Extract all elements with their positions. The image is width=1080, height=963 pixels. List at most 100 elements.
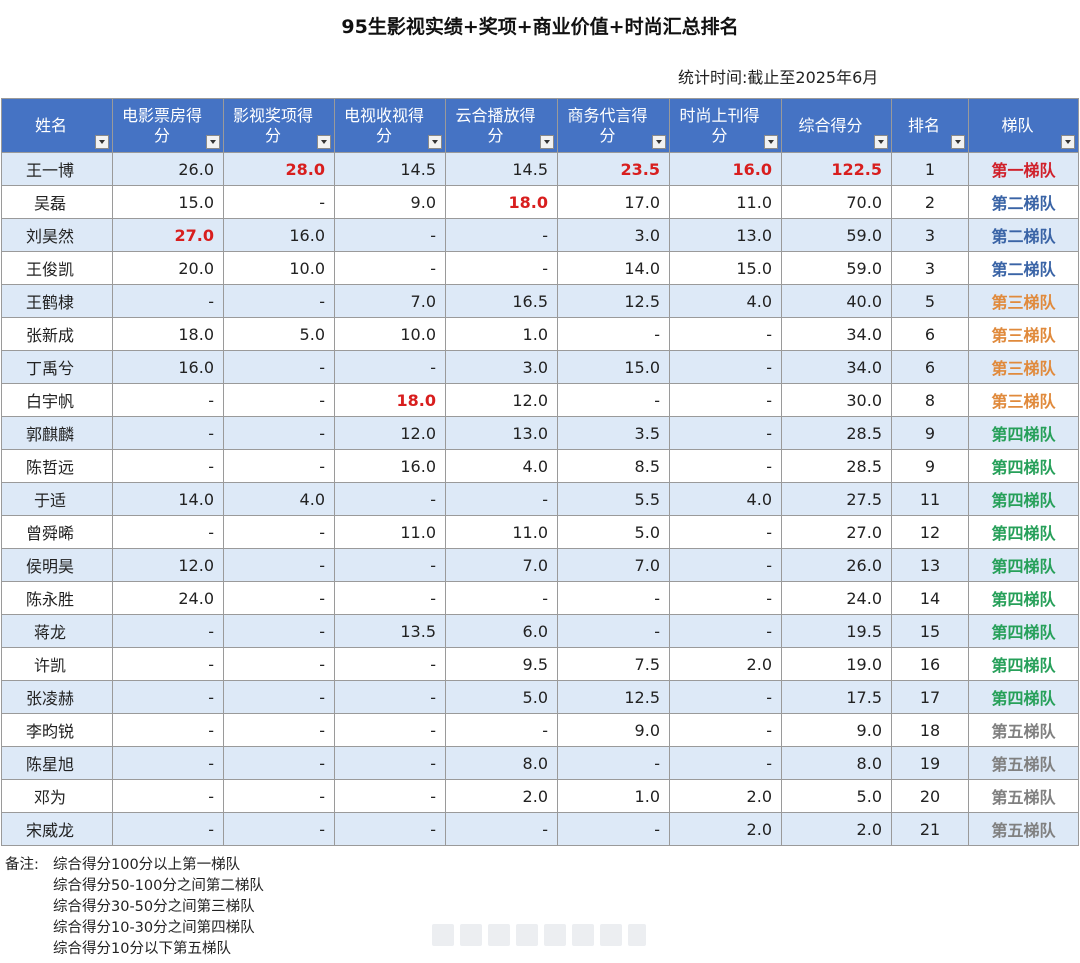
cell-fashion-covers: 2.0	[669, 647, 782, 681]
cell-tier: 第四梯队	[968, 548, 1079, 582]
cell-tier: 第四梯队	[968, 482, 1079, 516]
cell-rank: 11	[891, 482, 969, 516]
filter-dropdown-icon[interactable]	[95, 135, 109, 149]
cell-rank: 15	[891, 614, 969, 648]
cell-name: 白宇帆	[1, 383, 113, 417]
cell-name: 李昀锐	[1, 713, 113, 747]
cell-total-score: 19.5	[781, 614, 892, 648]
cell-yunhe-plays: 5.0	[445, 680, 558, 714]
cell-awards: 28.0	[223, 152, 335, 186]
cell-endorsements: 7.5	[557, 647, 670, 681]
cell-name: 邓为	[1, 779, 113, 813]
cell-rank: 6	[891, 350, 969, 384]
column-header-tv-ratings: 电视收视得分	[334, 98, 446, 153]
cell-rank: 20	[891, 779, 969, 813]
cell-tv-ratings: -	[334, 482, 446, 516]
cell-yunhe-plays: -	[445, 581, 558, 615]
cell-yunhe-plays: 6.0	[445, 614, 558, 648]
cell-endorsements: 7.0	[557, 548, 670, 582]
table-row: 王俊凯 20.0 10.0- -14.0 15.0 59.0 3 第二梯队	[1, 251, 1079, 285]
table-body: 王一博 26.0 28.0 14.5 14.5 23.5 16.0 122.5 1 第一梯队 吴磊 1…	[1, 152, 1079, 846]
cell-endorsements: 8.5	[557, 449, 670, 483]
cell-rank: 17	[891, 680, 969, 714]
cell-fashion-covers: 16.0	[669, 152, 782, 186]
cell-awards: -	[223, 614, 335, 648]
table-row: 邓为 - - -2.0 1.0 2.0 5.0 20 第五梯队	[1, 779, 1079, 813]
cell-yunhe-plays: 9.5	[445, 647, 558, 681]
cell-tier: 第四梯队	[968, 581, 1079, 615]
cell-rank: 6	[891, 317, 969, 351]
filter-dropdown-icon[interactable]	[428, 135, 442, 149]
cell-name: 侯明昊	[1, 548, 113, 582]
table-row: 王鹤棣 - -7.0 16.5 12.5 4.0 40.0 5 第三梯队	[1, 284, 1079, 318]
cell-awards: -	[223, 515, 335, 549]
cell-yunhe-plays: 12.0	[445, 383, 558, 417]
cell-rank: 3	[891, 251, 969, 285]
cell-tv-ratings: 11.0	[334, 515, 446, 549]
filter-dropdown-icon[interactable]	[206, 135, 220, 149]
cell-box-office: 12.0	[112, 548, 224, 582]
filter-dropdown-icon[interactable]	[652, 135, 666, 149]
cell-total-score: 34.0	[781, 317, 892, 351]
header-label: 时尚上刊得分	[679, 105, 760, 145]
cell-box-office: -	[112, 680, 224, 714]
cell-awards: -	[223, 746, 335, 780]
filter-dropdown-icon[interactable]	[951, 135, 965, 149]
cell-fashion-covers: 11.0	[669, 185, 782, 219]
cell-tv-ratings: -	[334, 548, 446, 582]
cell-tier: 第三梯队	[968, 383, 1079, 417]
cell-total-score: 30.0	[781, 383, 892, 417]
cell-fashion-covers: -	[669, 713, 782, 747]
cell-yunhe-plays: 1.0	[445, 317, 558, 351]
filter-dropdown-icon[interactable]	[1061, 135, 1075, 149]
cell-awards: 5.0	[223, 317, 335, 351]
table-row: 曾舜晞 - -11.0 11.0 5.0-27.0 12 第四梯队	[1, 515, 1079, 549]
filter-dropdown-icon[interactable]	[874, 135, 888, 149]
filter-dropdown-icon[interactable]	[764, 135, 778, 149]
cell-total-score: 5.0	[781, 779, 892, 813]
column-header-fashion-covers: 时尚上刊得分	[669, 98, 782, 153]
cell-total-score: 34.0	[781, 350, 892, 384]
cell-fashion-covers: -	[669, 416, 782, 450]
cell-yunhe-plays: -	[445, 482, 558, 516]
cell-box-office: -	[112, 647, 224, 681]
cell-tv-ratings: -	[334, 713, 446, 747]
cell-tier: 第二梯队	[968, 185, 1079, 219]
cell-fashion-covers: -	[669, 317, 782, 351]
cell-tier: 第四梯队	[968, 614, 1079, 648]
cell-yunhe-plays: 11.0	[445, 515, 558, 549]
note-item: 综合得分10-30分之间第四梯队	[53, 920, 255, 936]
cell-rank: 19	[891, 746, 969, 780]
table-row: 于适 14.0 4.0- -5.5 4.0 27.5 11 第四梯队	[1, 482, 1079, 516]
cell-endorsements: 5.5	[557, 482, 670, 516]
table-row: 刘昊然 27.0 16.0- -3.0 13.0 59.0 3 第二梯队	[1, 218, 1079, 252]
cell-endorsements: 17.0	[557, 185, 670, 219]
cell-tv-ratings: 13.5	[334, 614, 446, 648]
cell-rank: 3	[891, 218, 969, 252]
cell-name: 郭麒麟	[1, 416, 113, 450]
cell-endorsements: 23.5	[557, 152, 670, 186]
cell-fashion-covers: -	[669, 680, 782, 714]
column-header-yunhe-plays: 云合播放得分	[445, 98, 558, 153]
cell-yunhe-plays: 16.5	[445, 284, 558, 318]
cell-name: 丁禹兮	[1, 350, 113, 384]
cell-tier: 第四梯队	[968, 449, 1079, 483]
cell-awards: -	[223, 284, 335, 318]
cell-box-office: -	[112, 812, 224, 846]
filter-dropdown-icon[interactable]	[540, 135, 554, 149]
cell-name: 王鹤棣	[1, 284, 113, 318]
cell-box-office: 27.0	[112, 218, 224, 252]
cell-rank: 18	[891, 713, 969, 747]
cell-fashion-covers: 4.0	[669, 482, 782, 516]
header-label: 电影票房得分	[121, 105, 202, 145]
cell-name: 宋威龙	[1, 812, 113, 846]
filter-dropdown-icon[interactable]	[317, 135, 331, 149]
cell-tv-ratings: -	[334, 350, 446, 384]
cell-box-office: -	[112, 416, 224, 450]
header-label: 排名	[907, 115, 940, 135]
column-header-box-office: 电影票房得分	[112, 98, 224, 153]
cell-name: 于适	[1, 482, 113, 516]
cell-yunhe-plays: -	[445, 218, 558, 252]
cell-total-score: 17.5	[781, 680, 892, 714]
cell-yunhe-plays: 7.0	[445, 548, 558, 582]
